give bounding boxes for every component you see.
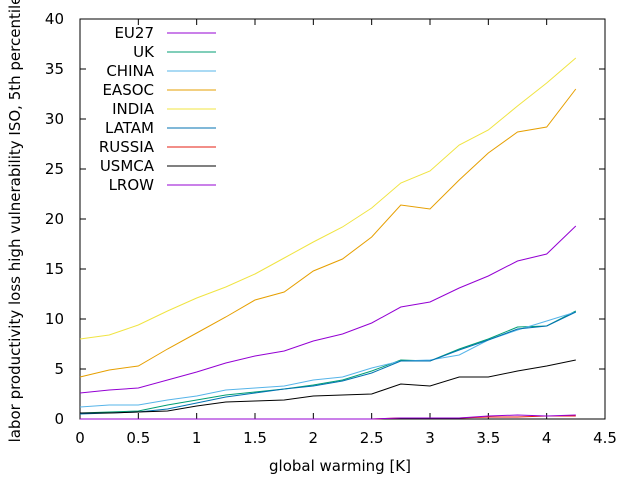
y-axis-label: labor productivity loss high vulnerabili… <box>6 0 24 442</box>
x-tick-label: 2 <box>309 429 319 447</box>
y-tick-label: 15 <box>45 260 64 278</box>
y-tick-label: 5 <box>54 360 64 378</box>
legend-label-eu27: EU27 <box>114 24 154 42</box>
y-tick-label: 25 <box>45 160 64 178</box>
legend-label-russia: RUSSIA <box>99 138 155 156</box>
series-line-usmca <box>80 359 576 414</box>
x-tick-label: 4 <box>542 429 552 447</box>
x-tick-label: 3.5 <box>476 429 500 447</box>
legend-label-uk: UK <box>133 43 155 61</box>
x-tick-label: 3 <box>425 429 435 447</box>
x-axis-label: global warming [K] <box>269 457 411 475</box>
series-line-uk <box>79 310 577 414</box>
series-line-easoc <box>79 88 577 378</box>
legend-label-usmca: USMCA <box>100 157 155 175</box>
legend-label-latam: LATAM <box>105 119 154 137</box>
legend-label-china: CHINA <box>106 62 154 80</box>
y-tick-label: 40 <box>45 10 64 28</box>
legend-label-india: INDIA <box>112 100 155 118</box>
x-tick-label: 0 <box>75 429 85 447</box>
y-tick-label: 0 <box>54 410 64 428</box>
y-tick-label: 35 <box>45 60 64 78</box>
x-tick-label: 0.5 <box>126 429 150 447</box>
y-tick-label: 10 <box>45 310 64 328</box>
x-tick-label: 1 <box>192 429 202 447</box>
axis-ticks: 0 0.5 1 1.5 2 2.5 3 3.5 4 4.5 0 5 10 15 20 25 30 35 40 <box>45 10 617 447</box>
series-line-china <box>79 311 576 408</box>
x-tick-label: 2.5 <box>360 429 384 447</box>
series-lines <box>79 57 577 420</box>
x-tick-label: 4.5 <box>593 429 617 447</box>
y-tick-label: 30 <box>45 110 64 128</box>
legend-label-easoc: EASOC <box>102 81 154 99</box>
plot-frame <box>79 18 606 420</box>
series-line-eu27 <box>79 225 577 394</box>
y-tick-label: 20 <box>45 210 64 228</box>
legend-label-lrow: LROW <box>109 176 155 194</box>
x-tick-label: 1.5 <box>243 429 267 447</box>
legend: EU27UKCHINAEASOCINDIALATAMRUSSIAUSMCALRO… <box>99 24 216 194</box>
series-line-lrow <box>80 414 576 420</box>
series-line-latam <box>79 311 577 415</box>
series-line-india <box>79 57 577 340</box>
